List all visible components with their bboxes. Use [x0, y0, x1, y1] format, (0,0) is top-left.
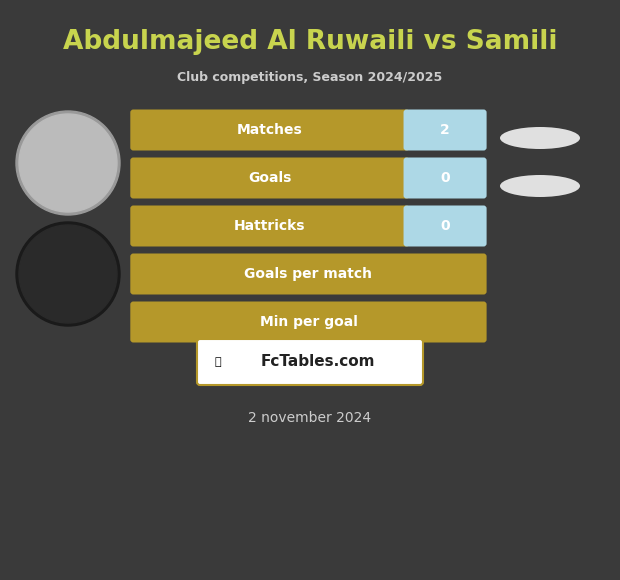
FancyBboxPatch shape	[130, 253, 487, 295]
Text: 2 november 2024: 2 november 2024	[249, 411, 371, 425]
FancyBboxPatch shape	[130, 158, 410, 198]
FancyBboxPatch shape	[404, 110, 487, 150]
FancyBboxPatch shape	[197, 339, 423, 385]
Text: Abdulmajeed Al Ruwaili vs Samili: Abdulmajeed Al Ruwaili vs Samili	[63, 29, 557, 55]
Text: 0: 0	[440, 171, 450, 185]
Circle shape	[19, 114, 117, 212]
FancyBboxPatch shape	[130, 110, 410, 150]
Text: Hattricks: Hattricks	[234, 219, 306, 233]
Text: FcTables.com: FcTables.com	[261, 354, 375, 369]
Text: Goals: Goals	[248, 171, 291, 185]
Circle shape	[16, 111, 120, 215]
Ellipse shape	[500, 175, 580, 197]
FancyBboxPatch shape	[130, 302, 487, 343]
Circle shape	[19, 225, 117, 323]
Text: Matches: Matches	[237, 123, 303, 137]
Text: Goals per match: Goals per match	[244, 267, 373, 281]
Text: Min per goal: Min per goal	[260, 315, 357, 329]
FancyBboxPatch shape	[404, 205, 487, 246]
FancyBboxPatch shape	[130, 205, 410, 246]
Text: 2: 2	[440, 123, 450, 137]
Text: Club competitions, Season 2024/2025: Club competitions, Season 2024/2025	[177, 71, 443, 85]
Circle shape	[16, 222, 120, 326]
FancyBboxPatch shape	[404, 158, 487, 198]
Text: 📊: 📊	[215, 357, 221, 367]
Ellipse shape	[500, 127, 580, 149]
Text: 0: 0	[440, 219, 450, 233]
